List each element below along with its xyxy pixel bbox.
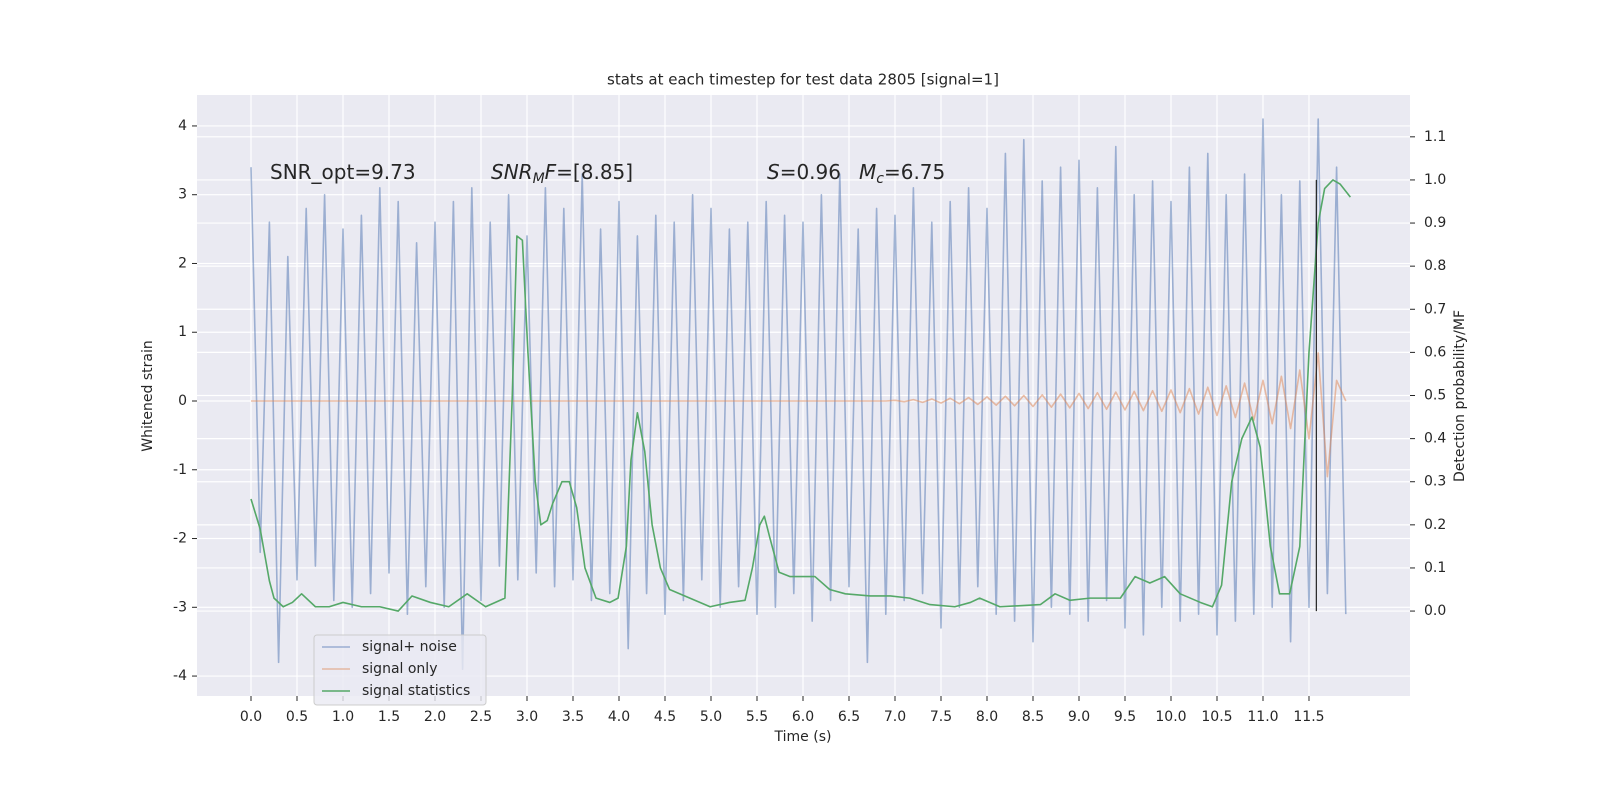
- y-tick-label: -2: [173, 531, 187, 547]
- y2-tick-label: 0.7: [1424, 301, 1446, 317]
- x-tick-label: 9.0: [1068, 709, 1090, 725]
- x-tick-label: 11.5: [1293, 709, 1324, 725]
- chart-title: stats at each timestep for test data 280…: [607, 71, 999, 89]
- legend-label: signal statistics: [362, 683, 470, 699]
- x-tick-label: 8.0: [976, 709, 998, 725]
- x-tick-label: 0.5: [286, 709, 308, 725]
- annotation-part: F: [545, 160, 557, 184]
- annotation-part: SNR_opt=9.73: [270, 160, 416, 184]
- annotation-part: =[8.85]: [556, 160, 633, 184]
- annotation-part: =6.75: [884, 160, 945, 184]
- x-tick-label: 4.0: [608, 709, 630, 725]
- y-tick-label: 1: [178, 324, 187, 340]
- y2-tick-label: 0.3: [1424, 474, 1446, 490]
- series-line: [250, 118, 1347, 670]
- y2-tick-label: 0.5: [1424, 388, 1446, 404]
- y2-tick-label: 0.2: [1424, 517, 1446, 533]
- annotation-part: M: [533, 171, 545, 187]
- x-tick-label: 8.5: [1022, 709, 1044, 725]
- series-line: [251, 352, 1347, 478]
- annotation: Mc=6.75: [859, 160, 945, 188]
- y-axis-label: Whitened strain: [140, 340, 156, 451]
- y-tick-label: 3: [178, 187, 187, 203]
- x-tick-label: 0.0: [240, 709, 262, 725]
- x-tick-label: 2.5: [470, 709, 492, 725]
- annotation-part: =0.96: [780, 160, 841, 184]
- x-tick-label: 6.5: [838, 709, 860, 725]
- y2-tick-label: 1.1: [1424, 129, 1446, 145]
- legend-label: signal+ noise: [362, 639, 457, 655]
- x-tick-label: 7.0: [884, 709, 906, 725]
- y-tick-label: -1: [173, 462, 187, 478]
- annotation-part: M: [859, 160, 876, 184]
- x-tick-label: 6.0: [792, 709, 814, 725]
- series-line: [250, 179, 1352, 612]
- x-tick-label: 5.0: [700, 709, 722, 725]
- annotation-part: SNR: [491, 160, 533, 184]
- x-tick-label: 10.5: [1201, 709, 1232, 725]
- marks: [250, 118, 1352, 670]
- x-tick-label: 1.5: [378, 709, 400, 725]
- annotation: SNR_opt=9.73: [270, 160, 416, 184]
- y-tick-label: 4: [178, 118, 187, 134]
- x-tick-label: 4.5: [654, 709, 676, 725]
- y-tick-label: -4: [173, 668, 187, 684]
- x-tick-label: 10.0: [1155, 709, 1186, 725]
- legend: signal+ noise signal only signal statistic…: [313, 634, 487, 706]
- annotation: S=0.96: [767, 160, 841, 184]
- x-tick-label: 7.5: [930, 709, 952, 725]
- annotation: SNRMF=[8.85]: [491, 160, 633, 188]
- y-tick-label: 0: [178, 393, 187, 409]
- y2-tick-label: 0.1: [1424, 560, 1446, 576]
- y2-axis-label: Detection probability/MF: [1452, 310, 1468, 482]
- x-tick-label: 2.0: [424, 709, 446, 725]
- y2-tick-label: 0.6: [1424, 344, 1446, 360]
- y-tick-label: 2: [178, 255, 187, 271]
- annotation-part: S: [767, 160, 780, 184]
- x-tick-label: 1.0: [332, 709, 354, 725]
- y2-tick-label: 0.8: [1424, 258, 1446, 274]
- x-axis-label: Time (s): [774, 729, 832, 745]
- y2-tick-label: 0.9: [1424, 215, 1446, 231]
- x-tick-label: 9.5: [1114, 709, 1136, 725]
- x-tick-label: 3.0: [516, 709, 538, 725]
- axes: 0.0 0.5 1.0 1.5 2.0 2.5 3.0 3.5 4.0 4.5 5.0 5.5 6.0 6…: [173, 118, 1446, 725]
- y-tick-label: -3: [173, 599, 187, 615]
- legend-label: signal only: [362, 661, 437, 677]
- y2-tick-label: 1.0: [1424, 172, 1446, 188]
- y2-tick-label: 0.4: [1424, 431, 1446, 447]
- annotation-part: c: [876, 171, 884, 187]
- x-tick-label: 5.5: [746, 709, 768, 725]
- x-tick-label: 3.5: [562, 709, 584, 725]
- legend-box: [313, 634, 487, 706]
- y2-tick-label: 0.0: [1424, 603, 1446, 619]
- x-tick-label: 11.0: [1247, 709, 1278, 725]
